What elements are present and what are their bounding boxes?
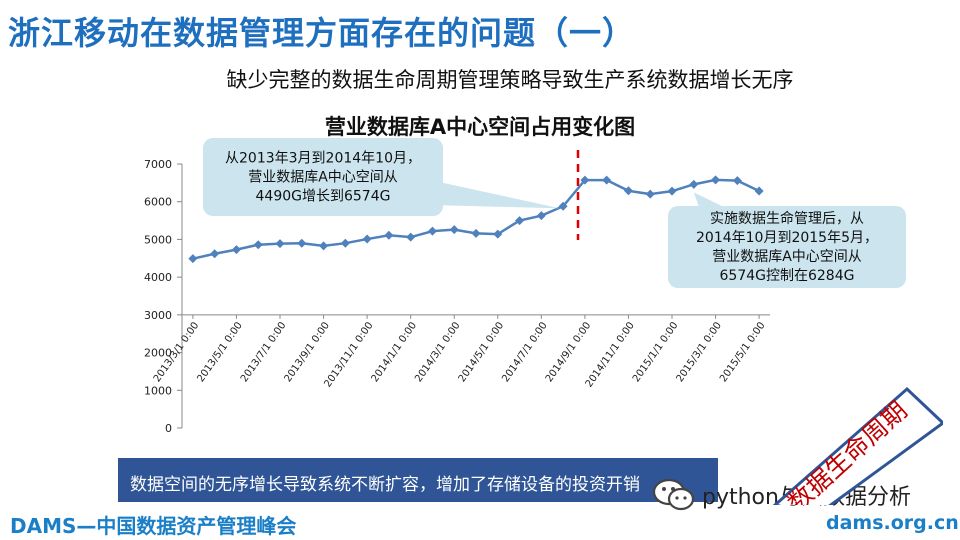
annotation-growth-text-line: 4490G增长到6574G: [256, 189, 391, 205]
x-tick-label: 2015/3/1 0:00: [675, 320, 724, 384]
x-tick-label: 2014/9/1 0:00: [544, 320, 593, 384]
y-tick-label: 7000: [144, 158, 172, 171]
annotation-growth-pointer: [430, 180, 560, 209]
data-point: [427, 226, 437, 236]
footer-summit-name: DAMS—中国数据资产管理峰会: [10, 514, 297, 538]
x-tick-label: 2013/9/1 0:00: [283, 320, 332, 384]
x-tick-label: 2015/1/1 0:00: [631, 320, 680, 384]
data-point: [384, 230, 394, 240]
y-tick-label: 5000: [144, 233, 172, 246]
data-point: [449, 225, 459, 235]
data-point: [471, 228, 481, 238]
annotation-growth-text-line: 从2013年3月到2014年10月，: [225, 151, 421, 167]
data-point: [602, 175, 612, 185]
data-point: [667, 186, 677, 196]
x-tick-label: 2014/3/1 0:00: [413, 320, 462, 384]
x-tick-label: 2014/11/1 0:00: [584, 320, 637, 389]
summary-text: 数据空间的无序增长导致系统不断扩容，增加了存储设备的投资开销: [130, 475, 640, 495]
x-tick-label: 2014/7/1 0:00: [500, 320, 549, 384]
data-point: [188, 254, 198, 264]
data-point: [340, 238, 350, 248]
data-point: [558, 201, 568, 211]
x-tick-label: 2013/7/1 0:00: [239, 320, 288, 384]
x-tick-label: 2013/11/1 0:00: [322, 320, 375, 389]
data-point: [623, 186, 633, 196]
x-tick-label: 2013/5/1 0:00: [195, 320, 244, 384]
annotation-controlled-box: [668, 206, 906, 288]
data-point: [536, 211, 546, 221]
annotation-controlled-pointer: [693, 192, 730, 210]
y-tick-label: 3000: [144, 309, 172, 322]
chart-title: 营业数据库A中心空间占用变化图: [325, 115, 635, 139]
data-point: [362, 234, 372, 244]
data-point: [493, 229, 503, 239]
data-point: [754, 186, 764, 196]
summary-banner: 数据空间的无序增长导致系统不断扩容，增加了存储设备的投资开销: [118, 458, 718, 502]
x-tick-label: 2014/1/1 0:00: [370, 320, 419, 384]
lifecycle-stamp: 数据生命周期: [772, 386, 943, 505]
x-tick-label: 2015/5/1 0:00: [718, 320, 767, 384]
annotation-controlled-text-line: 营业数据库A中心空间从: [712, 249, 862, 265]
data-point: [711, 175, 721, 185]
x-tick-label: 2014/5/1 0:00: [457, 320, 506, 384]
data-point: [319, 241, 329, 251]
data-point: [689, 179, 699, 189]
y-tick-label: 2000: [144, 347, 172, 360]
wechat-icon: [652, 478, 695, 511]
y-tick-label: 6000: [144, 196, 172, 209]
data-point: [253, 240, 263, 250]
y-tick-label: 0: [165, 422, 172, 435]
page-title: 浙江移动在数据管理方面存在的问题（一）: [8, 14, 636, 52]
data-point: [580, 175, 590, 185]
data-point: [406, 232, 416, 242]
annotation-growth-box: [203, 138, 443, 216]
data-point: [515, 216, 525, 226]
data-point: [231, 245, 241, 255]
data-point: [210, 249, 220, 259]
page-subtitle: 缺少完整的数据生命周期管理策略导致生产系统数据增长无序: [226, 68, 794, 92]
annotation-controlled-text-line: 实施数据生命管理后，从: [710, 210, 864, 227]
annotation-growth-text-line: 营业数据库A中心空间从: [248, 170, 398, 186]
data-point: [275, 239, 285, 249]
footer-website: dams.org.cn: [826, 512, 959, 534]
data-point: [645, 189, 655, 199]
annotation-controlled-text-line: 2014年10月到2015年5月，: [696, 230, 878, 246]
data-point: [732, 176, 742, 186]
y-tick-label: 1000: [144, 384, 172, 397]
annotation-controlled-text-line: 6574G控制在6284G: [720, 268, 855, 284]
y-tick-label: 4000: [144, 271, 172, 284]
data-point: [297, 238, 307, 248]
